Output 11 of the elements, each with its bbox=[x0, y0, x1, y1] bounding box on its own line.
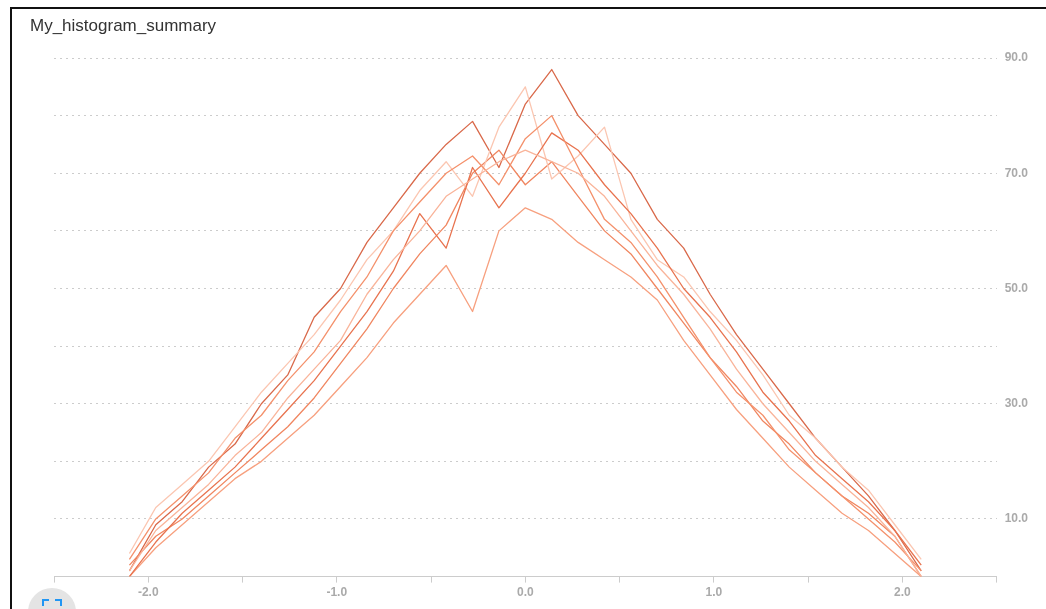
y-tick-label: 30.0 bbox=[1004, 396, 1029, 411]
y-tick-label: 90.0 bbox=[1004, 50, 1029, 65]
x-tick-label: 2.0 bbox=[894, 585, 912, 600]
x-tick-label: 1.0 bbox=[705, 585, 723, 600]
chart-title: My_histogram_summary bbox=[30, 16, 217, 36]
y-tick-label: 50.0 bbox=[1004, 280, 1029, 295]
x-tick-label: -2.0 bbox=[137, 585, 159, 600]
x-tick-label: -1.0 bbox=[326, 585, 348, 600]
x-tick-label: 0.0 bbox=[516, 585, 534, 600]
y-tick-label: 10.0 bbox=[1004, 511, 1029, 526]
y-tick-label: 70.0 bbox=[1004, 165, 1029, 180]
